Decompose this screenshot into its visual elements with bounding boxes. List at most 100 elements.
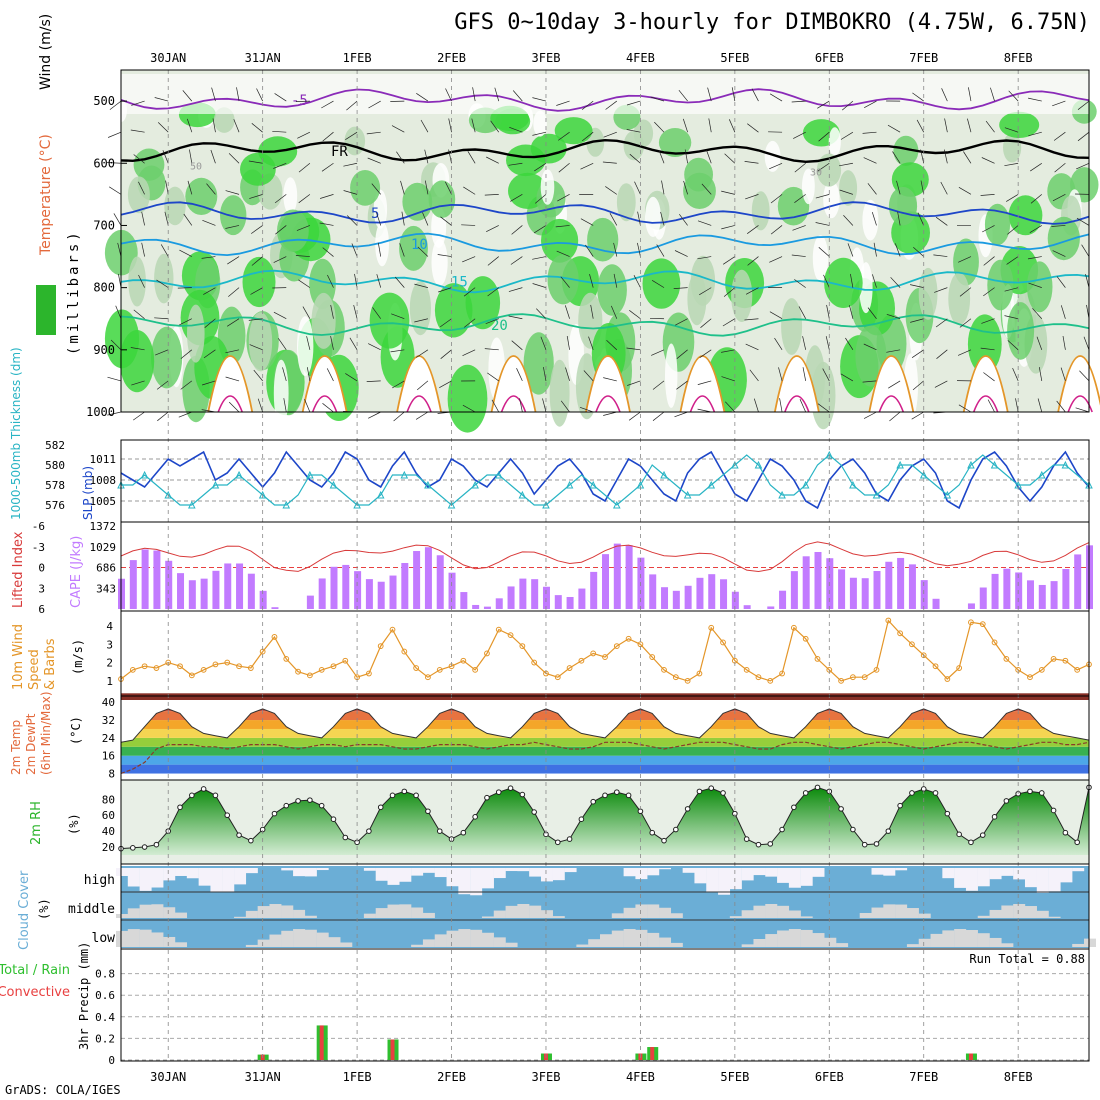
cloud-yunit: (%)	[37, 898, 51, 920]
cape-bar	[330, 566, 338, 609]
wind-barb	[864, 100, 877, 109]
wind-barb	[656, 244, 665, 257]
wind-barb	[912, 92, 924, 102]
wind-barb	[626, 100, 641, 106]
wind-barb	[420, 119, 429, 133]
wind-barb	[109, 100, 122, 110]
wind-barb	[912, 380, 924, 391]
wind-barb	[399, 243, 405, 257]
rh-point	[425, 808, 431, 815]
rh-point	[578, 816, 585, 823]
panel-wind10m	[120, 610, 1090, 697]
wind-barb	[516, 368, 523, 382]
wind-barb	[968, 87, 972, 102]
temp-ytick-40: 40	[102, 696, 115, 709]
cape-bar	[649, 574, 657, 609]
date-label-bottom-7FEB: 7FEB	[909, 1070, 938, 1084]
cloud-low-bar	[777, 930, 790, 947]
rh-shade-cell	[645, 196, 661, 237]
wind-barb	[462, 404, 476, 413]
wind-barb	[424, 180, 429, 195]
rh-shade-cell	[164, 186, 186, 226]
wind-barb	[560, 276, 570, 288]
cloud-level-middle: middle	[68, 902, 115, 917]
cloud-high-bar	[552, 868, 565, 881]
cape-bar	[271, 607, 279, 609]
rh-shade-cell	[731, 269, 753, 322]
wind-barb	[228, 401, 240, 413]
cloud-low-bar	[175, 942, 188, 947]
cloud-high-bar	[694, 868, 707, 884]
wind-barb	[1056, 276, 1066, 288]
rh-point	[1050, 807, 1057, 814]
thickness-point	[943, 490, 952, 499]
cape-bar	[613, 543, 621, 609]
wind-barb	[675, 318, 688, 326]
wind-speed-point	[283, 656, 290, 662]
wind-barb	[462, 349, 476, 357]
rh-point	[708, 785, 715, 791]
wind-barb	[445, 88, 452, 102]
wind-speed-point	[909, 641, 915, 648]
wind-barb	[661, 180, 665, 195]
wind-barb	[770, 225, 783, 235]
wind-barb	[769, 256, 783, 263]
wind-barb	[845, 337, 854, 351]
date-label-bottom-3FEB: 3FEB	[532, 1070, 561, 1084]
cloud-low-bar	[588, 939, 601, 947]
temp-band	[121, 764, 1089, 774]
thickness-ytick-580: 580	[45, 459, 65, 472]
wind-barb	[494, 87, 500, 102]
cape-bar	[767, 606, 775, 609]
wind-barb	[934, 380, 948, 388]
cloud-low-bar	[127, 929, 140, 947]
wind-barb	[674, 250, 688, 257]
wind-barb	[958, 404, 972, 413]
wind-speed-point	[554, 674, 561, 681]
wind-barb	[1015, 398, 1019, 413]
wind-barb	[825, 336, 830, 350]
date-label-top-7FEB: 7FEB	[909, 51, 938, 65]
wind-barb	[603, 131, 617, 138]
hot-bump	[878, 395, 905, 413]
cloud-high-bar	[777, 868, 790, 883]
cloud-high-bar	[540, 868, 553, 882]
isotherm-20	[120, 313, 1090, 337]
wind-barb	[565, 367, 570, 382]
wind-barb	[283, 398, 287, 413]
chart-title: GFS 0~10day 3-hourly for DIMBOKRO (4.75W…	[454, 10, 1090, 35]
precip-legend-total: Total / Rain	[0, 963, 70, 978]
wind-speed-point	[649, 654, 656, 660]
wind-barb	[555, 225, 570, 228]
cloud-high-bar	[163, 868, 176, 881]
wind-barb	[540, 336, 547, 350]
cape-bar	[342, 564, 350, 609]
temp-band	[121, 693, 1089, 703]
wind-barb	[982, 225, 995, 233]
wind-barb	[1012, 367, 1019, 382]
wind-barb	[985, 120, 995, 133]
cloud-high-bar	[387, 868, 400, 885]
cloud-high-bar	[222, 868, 235, 893]
wind-barb	[958, 186, 972, 195]
cloud-high-bar	[1072, 868, 1085, 872]
rh-point	[897, 802, 903, 809]
wind-speed-point	[425, 674, 431, 681]
rh-ytick-60: 60	[102, 809, 115, 822]
rh-point	[944, 810, 951, 817]
wind-barb	[532, 97, 547, 102]
cloud-middle-bar	[800, 916, 813, 918]
cloud-high-bar	[175, 868, 188, 876]
isotherm-label--5: -5	[291, 93, 308, 109]
temp-mask	[121, 700, 1089, 743]
wind-barb	[156, 380, 169, 390]
precip-legend-convective: Convective	[0, 985, 70, 1000]
wind-barb	[723, 287, 736, 297]
temp-ytick-24: 24	[102, 732, 116, 745]
cloud-middle-bar	[269, 904, 282, 918]
wind-barb	[532, 283, 547, 288]
precip-ytick-0.2: 0.2	[95, 1032, 115, 1045]
wind-barb	[605, 186, 618, 195]
rh-point	[519, 791, 526, 798]
cloud-high-bar	[139, 868, 152, 891]
